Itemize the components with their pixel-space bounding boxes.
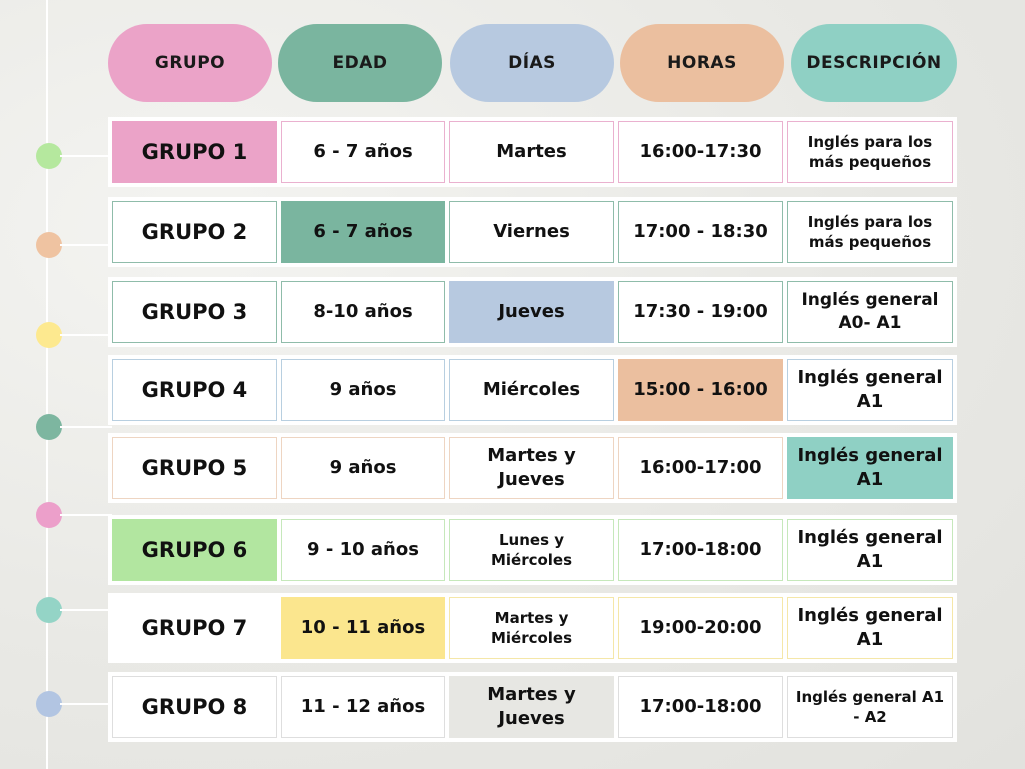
- timeline-dot: [36, 502, 62, 528]
- timeline-connector: [60, 426, 112, 428]
- cell-grupo: GRUPO 7: [112, 597, 277, 659]
- table-row: GRUPO 4 9 años Miércoles 15:00 - 16:00 I…: [108, 355, 957, 425]
- cell-dias: Martes y Miércoles: [449, 597, 614, 659]
- cell-descripcion: Inglés general A1 - A2: [787, 676, 953, 738]
- cell-horas: 17:00 - 18:30: [618, 201, 783, 263]
- cell-edad: 6 - 7 años: [281, 201, 445, 263]
- cell-horas: 16:00-17:30: [618, 121, 783, 183]
- timeline-dot: [36, 143, 62, 169]
- cell-edad: 6 - 7 años: [281, 121, 445, 183]
- cell-edad: 10 - 11 años: [281, 597, 445, 659]
- table-row: GRUPO 6 9 - 10 años Lunes y Miércoles 17…: [108, 515, 957, 585]
- cell-descripcion: Inglés para los más pequeños: [787, 201, 953, 263]
- table-row: GRUPO 3 8-10 años Jueves 17:30 - 19:00 I…: [108, 277, 957, 347]
- cell-edad: 9 años: [281, 437, 445, 499]
- cell-descripcion: Inglés general A1: [787, 597, 953, 659]
- timeline-dot: [36, 322, 62, 348]
- timeline-dot: [36, 597, 62, 623]
- table-row: GRUPO 5 9 años Martes y Jueves 16:00-17:…: [108, 433, 957, 503]
- cell-grupo: GRUPO 1: [112, 121, 277, 183]
- timeline-line: [46, 0, 48, 769]
- cell-horas: 15:00 - 16:00: [618, 359, 783, 421]
- header-grupo: GRUPO: [108, 24, 272, 102]
- cell-horas: 16:00-17:00: [618, 437, 783, 499]
- cell-edad: 8-10 años: [281, 281, 445, 343]
- cell-horas: 17:00-18:00: [618, 676, 783, 738]
- timeline-connector: [60, 609, 112, 611]
- cell-descripcion: Inglés general A1: [787, 437, 953, 499]
- timeline-connector: [60, 155, 112, 157]
- timeline-connector: [60, 244, 112, 246]
- cell-dias: Lunes y Miércoles: [449, 519, 614, 581]
- cell-dias: Miércoles: [449, 359, 614, 421]
- cell-grupo: GRUPO 8: [112, 676, 277, 738]
- cell-descripcion: Inglés general A0- A1: [787, 281, 953, 343]
- timeline-dot: [36, 414, 62, 440]
- header-edad: EDAD: [278, 24, 442, 102]
- cell-edad: 11 - 12 años: [281, 676, 445, 738]
- cell-descripcion: Inglés para los más pequeños: [787, 121, 953, 183]
- cell-grupo: GRUPO 6: [112, 519, 277, 581]
- cell-descripcion: Inglés general A1: [787, 359, 953, 421]
- table-row: GRUPO 7 10 - 11 años Martes y Miércoles …: [108, 593, 957, 663]
- cell-horas: 17:00-18:00: [618, 519, 783, 581]
- table-row: GRUPO 8 11 - 12 años Martes y Jueves 17:…: [108, 672, 957, 742]
- cell-dias: Martes y Jueves: [449, 437, 614, 499]
- cell-grupo: GRUPO 2: [112, 201, 277, 263]
- table-row: GRUPO 2 6 - 7 años Viernes 17:00 - 18:30…: [108, 197, 957, 267]
- timeline-dot: [36, 691, 62, 717]
- cell-horas: 19:00-20:00: [618, 597, 783, 659]
- timeline-connector: [60, 703, 112, 705]
- cell-grupo: GRUPO 3: [112, 281, 277, 343]
- timeline-connector: [60, 334, 112, 336]
- cell-horas: 17:30 - 19:00: [618, 281, 783, 343]
- timeline-connector: [60, 514, 112, 516]
- cell-grupo: GRUPO 5: [112, 437, 277, 499]
- cell-dias: Jueves: [449, 281, 614, 343]
- cell-dias: Martes: [449, 121, 614, 183]
- cell-descripcion: Inglés general A1: [787, 519, 953, 581]
- table-row: GRUPO 1 6 - 7 años Martes 16:00-17:30 In…: [108, 117, 957, 187]
- cell-dias: Viernes: [449, 201, 614, 263]
- timeline-dot: [36, 232, 62, 258]
- cell-grupo: GRUPO 4: [112, 359, 277, 421]
- cell-edad: 9 años: [281, 359, 445, 421]
- cell-edad: 9 - 10 años: [281, 519, 445, 581]
- header-horas: HORAS: [620, 24, 784, 102]
- header-descripcion: DESCRIPCIÓN: [791, 24, 957, 102]
- header-dias: DÍAS: [450, 24, 614, 102]
- cell-dias: Martes y Jueves: [449, 676, 614, 738]
